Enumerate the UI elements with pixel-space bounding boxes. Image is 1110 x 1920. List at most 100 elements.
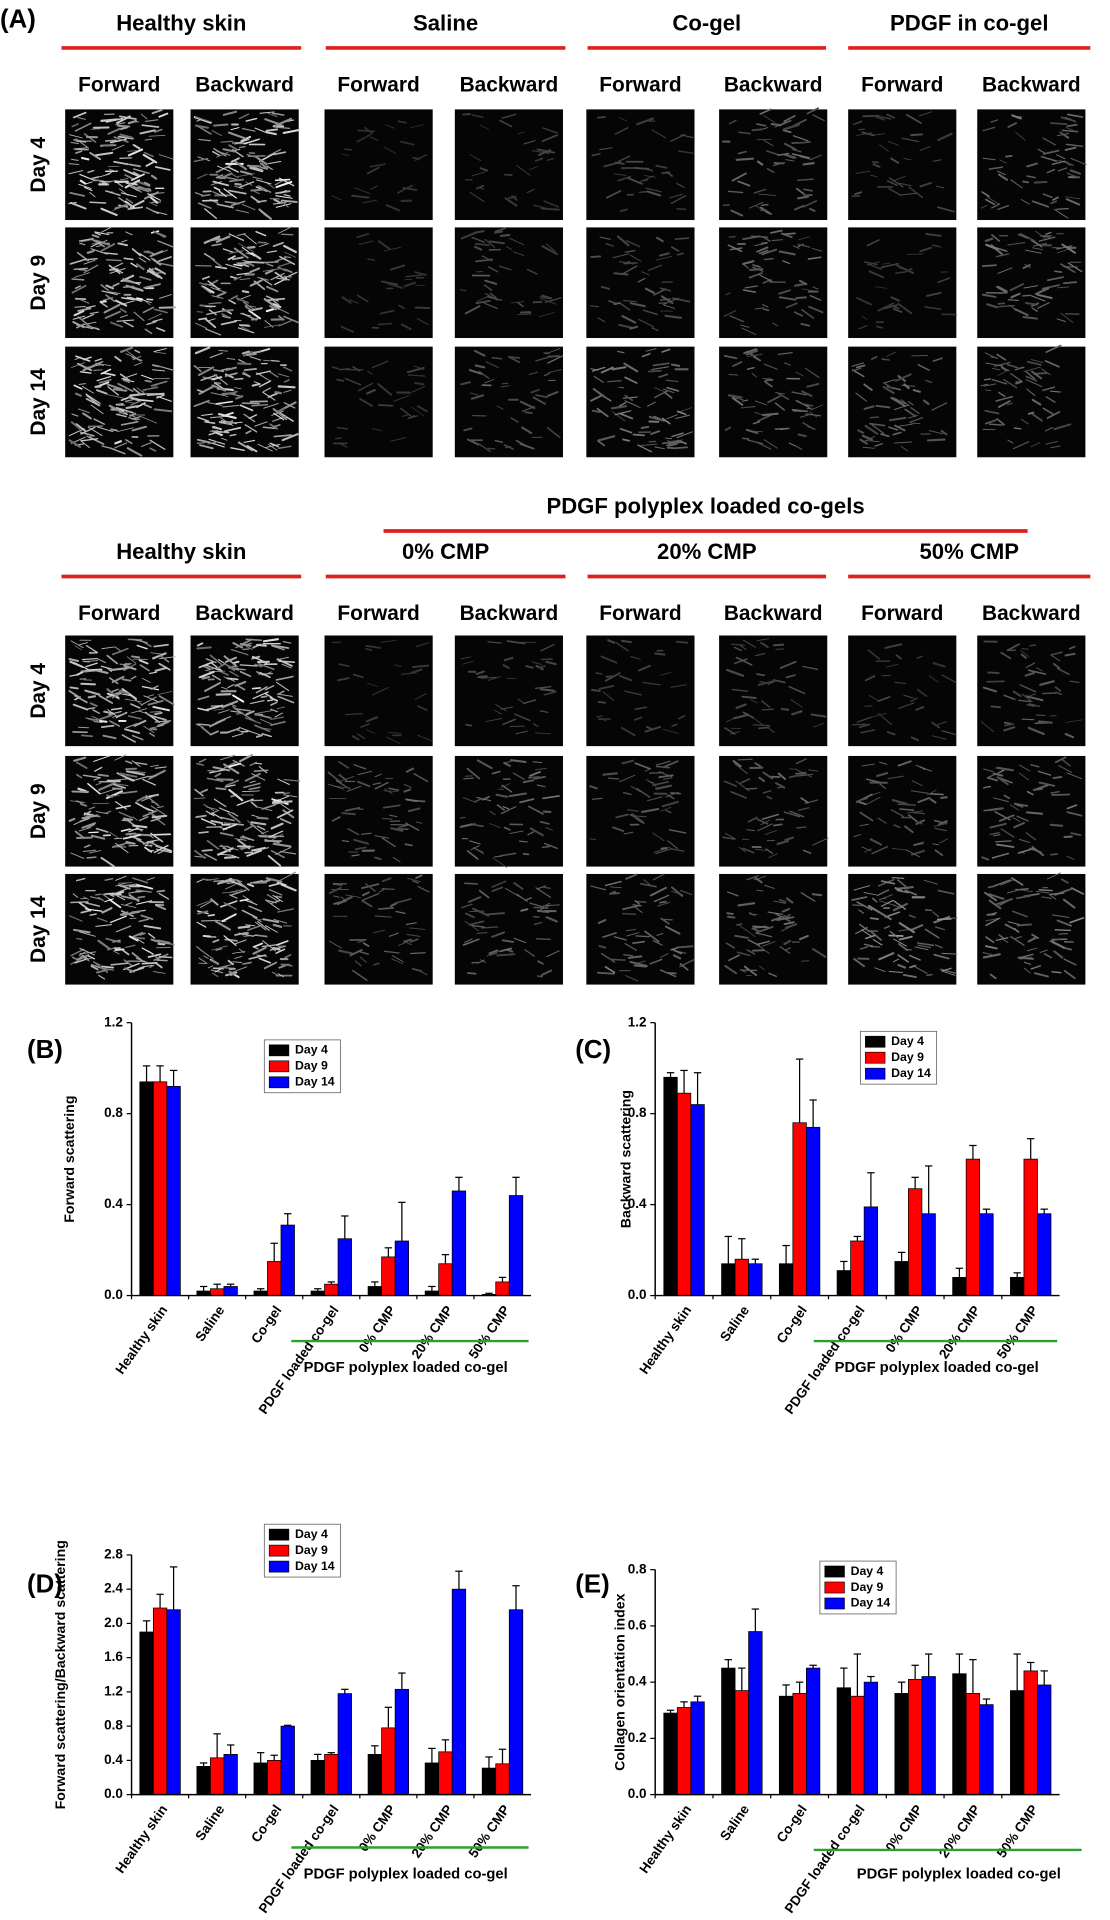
bar <box>721 1263 736 1296</box>
tile-fiber <box>723 780 737 787</box>
tile-fiber <box>148 135 166 137</box>
tile-fiber <box>505 888 522 898</box>
tile-fiber <box>128 827 139 833</box>
tile-fiber <box>1069 169 1082 175</box>
tile-fiber <box>159 294 172 299</box>
tile-fiber <box>133 186 150 193</box>
tile-fiber <box>208 301 222 305</box>
tile-fiber <box>888 426 899 431</box>
error-bar <box>384 1706 393 1728</box>
tile-fiber <box>403 281 416 288</box>
tile-fiber <box>83 264 99 274</box>
tile-fiber <box>68 170 84 175</box>
tile-fiber <box>227 684 235 689</box>
bar <box>792 1122 807 1296</box>
error-bar <box>795 1058 804 1123</box>
tile-fiber <box>460 903 473 909</box>
bar <box>196 1766 211 1795</box>
tile-fiber <box>366 166 380 175</box>
tile-fiber <box>403 788 412 793</box>
tile-fiber <box>110 962 129 966</box>
tile-fiber <box>989 973 997 980</box>
tile-fiber <box>210 181 222 186</box>
tile-fiber <box>485 293 498 301</box>
tile-fiber <box>283 193 291 197</box>
bar <box>337 1238 352 1296</box>
tile-fiber <box>262 918 280 924</box>
tile-fiber <box>220 320 238 326</box>
tile-fiber <box>338 949 353 955</box>
tile-fiber <box>783 362 792 366</box>
tile-fiber <box>96 389 108 395</box>
bar <box>792 1693 807 1795</box>
y-axis-label: Collagen orientation index <box>611 1593 627 1771</box>
tile-fiber <box>1042 137 1056 146</box>
tile-fiber <box>503 826 511 831</box>
tile-fiber <box>668 829 687 834</box>
tile-fiber <box>1041 896 1053 900</box>
tile-fiber <box>245 260 265 264</box>
tile-fiber <box>933 953 950 960</box>
tile-fiber <box>105 284 114 290</box>
tile-background <box>719 873 828 985</box>
tile-fiber <box>228 189 247 195</box>
tile-fiber <box>654 390 669 399</box>
tile-fiber <box>807 256 822 260</box>
tile-fiber <box>409 938 419 943</box>
tile-fiber <box>1064 116 1077 123</box>
tile-fiber <box>940 429 948 436</box>
tile-fiber <box>261 878 271 884</box>
tile-fiber <box>407 877 421 883</box>
tile-fiber <box>360 832 372 835</box>
tile-fiber <box>870 174 878 178</box>
tile-fiber <box>479 167 489 172</box>
tile-fiber <box>635 935 650 938</box>
tile-fiber <box>211 812 223 820</box>
y-tick-label: 1.2 <box>104 1683 123 1698</box>
tile-fiber <box>228 233 245 242</box>
tile-fiber <box>196 763 205 766</box>
tile-fiber <box>468 920 485 926</box>
tile-fiber <box>201 848 213 852</box>
tile-fiber <box>124 698 142 703</box>
tile-fiber <box>791 408 803 412</box>
tile-fiber <box>1062 898 1076 909</box>
tile-fiber <box>1018 699 1031 703</box>
tile-fiber <box>114 754 127 761</box>
tile-fiber <box>722 836 736 840</box>
tile-fiber <box>652 832 665 842</box>
tile-fiber <box>801 308 815 319</box>
tile-fiber <box>106 692 120 699</box>
tile-fiber <box>475 299 491 305</box>
tile-fiber <box>1065 126 1074 131</box>
tile-fiber <box>648 369 662 373</box>
tile-fiber <box>915 706 925 711</box>
tile-fiber <box>230 295 238 300</box>
tile-fiber <box>984 945 998 950</box>
tile-fiber <box>1023 967 1031 974</box>
tile-fiber <box>798 236 811 241</box>
tile-fiber <box>1019 684 1037 693</box>
tile-fiber <box>374 915 392 918</box>
tile-fiber <box>503 444 514 450</box>
tile-fiber <box>924 306 942 310</box>
tile-fiber <box>124 174 134 180</box>
tile-fiber <box>83 810 92 816</box>
image-tile <box>190 226 299 339</box>
tile-fiber <box>115 890 125 896</box>
tile-fiber <box>143 964 153 968</box>
tile-fiber <box>659 806 672 812</box>
tile-fiber <box>741 399 749 402</box>
tile-fiber <box>277 695 295 704</box>
tile-fiber <box>1014 936 1022 940</box>
image-tile <box>848 346 957 458</box>
tile-fiber <box>867 263 883 270</box>
tile-fiber <box>908 914 916 919</box>
tile-fiber <box>125 770 145 776</box>
tile-fiber <box>925 232 942 237</box>
tile-fiber <box>133 168 150 174</box>
tile-fiber <box>217 847 234 856</box>
tile-fiber <box>764 380 773 388</box>
x-tick-label: Healthy skin <box>112 1303 170 1377</box>
tile-fiber <box>131 734 144 741</box>
